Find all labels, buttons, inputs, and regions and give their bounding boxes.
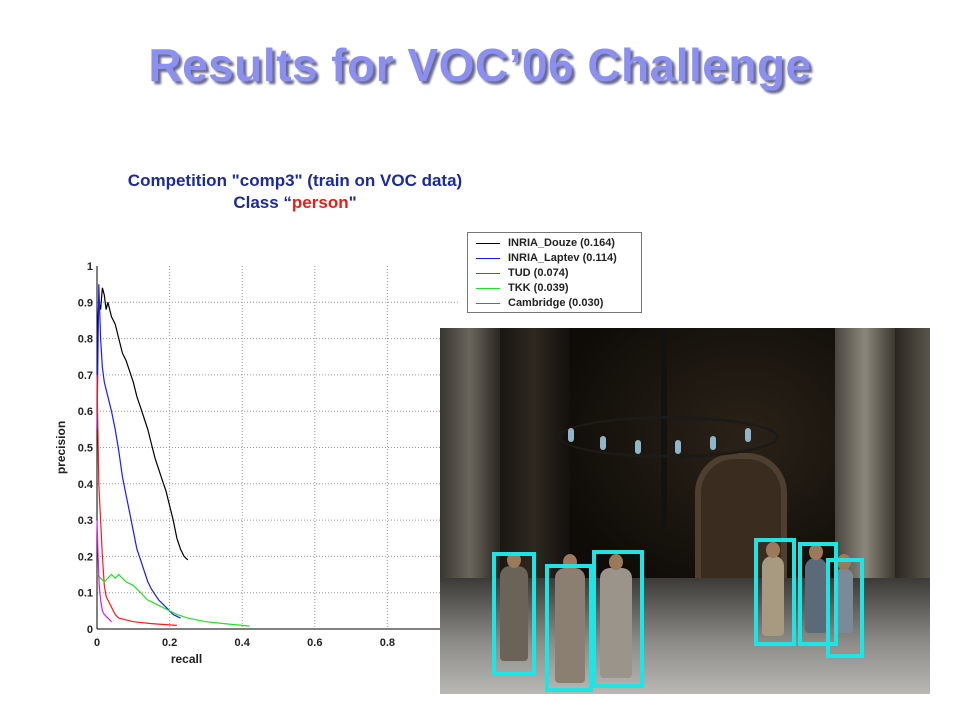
y-tick-label: 0.1 [78,588,93,600]
y-tick-label: 0.2 [78,551,93,563]
series-line [96,374,177,626]
legend-entry: INRIA_Laptev (0.114) [468,251,641,266]
x-axis-label: recall [171,652,202,666]
photo-lamp [710,436,716,450]
series-line [96,287,189,561]
legend-swatch [476,288,500,289]
x-tick-label: 0.6 [307,637,322,649]
legend-label: INRIA_Laptev (0.114) [508,252,617,264]
y-tick-label: 0.6 [78,406,93,418]
legend-entry: TKK (0.039) [468,281,641,296]
photo-lamp [745,428,751,442]
photo-person [762,542,784,636]
y-axis-label: precision [54,421,68,474]
legend-label: INRIA_Douze (0.164) [508,237,615,249]
person-bounding-box [492,552,536,676]
x-tick-label: 0.2 [162,637,177,649]
photo-lamp [600,436,606,450]
legend-swatch [476,243,500,244]
y-tick-label: 0.4 [78,479,94,491]
chart-title-line1: Competition "comp3" (train on VOC data) [127,171,463,190]
x-tick-label: 0 [94,637,100,649]
photo-lamp [635,440,641,454]
y-tick-label: 0.8 [78,334,93,346]
y-tick-label: 0.7 [78,370,93,382]
chart-title-class-name: person [291,193,349,212]
photo-person [600,554,632,678]
chart-legend: INRIA_Douze (0.164) INRIA_Laptev (0.114) T… [467,232,642,313]
photo-person [805,544,827,633]
y-tick-label: 0.3 [78,515,93,527]
legend-swatch [476,273,500,274]
x-tick-label: 0.8 [380,637,395,649]
y-tick-label: 0.9 [78,297,93,309]
series-line [96,284,181,619]
chart-title: Competition "comp3" (train on VOC data) … [60,170,530,214]
person-bounding-box [798,542,838,646]
person-bounding-box [826,558,864,658]
series-line [96,520,112,623]
legend-swatch [476,258,500,259]
legend-label: Cambridge (0.030) [508,297,604,309]
slide-title: Results for VOC’06 Challenge [148,39,812,91]
chart-title-class-suffix: " [348,193,357,212]
y-tick-label: 0.5 [78,443,93,455]
legend-swatch [476,303,500,304]
photo-chandelier-ring [558,416,779,458]
legend-entry: INRIA_Douze (0.164) [468,236,641,251]
photo-lamp [675,440,681,454]
photo-lamp [568,428,574,442]
photo-person [500,552,528,661]
chart-title-class-prefix: Class “ [233,193,292,212]
person-bounding-box [592,550,644,688]
legend-label: TUD (0.074) [508,267,569,279]
photo-person [555,554,585,683]
legend-label: TKK (0.039) [508,282,569,294]
legend-entry: Cambridge (0.030) [468,296,641,311]
legend-entry: TUD (0.074) [468,266,641,281]
person-bounding-box [754,538,796,646]
series-line [96,573,250,627]
x-tick-label: 0.4 [235,637,251,649]
person-bounding-box [545,564,593,692]
example-photo [440,328,930,694]
y-tick-label: 1 [87,261,93,273]
chart-title-line2: Class “person" [60,192,530,214]
y-tick-label: 0 [87,624,93,636]
